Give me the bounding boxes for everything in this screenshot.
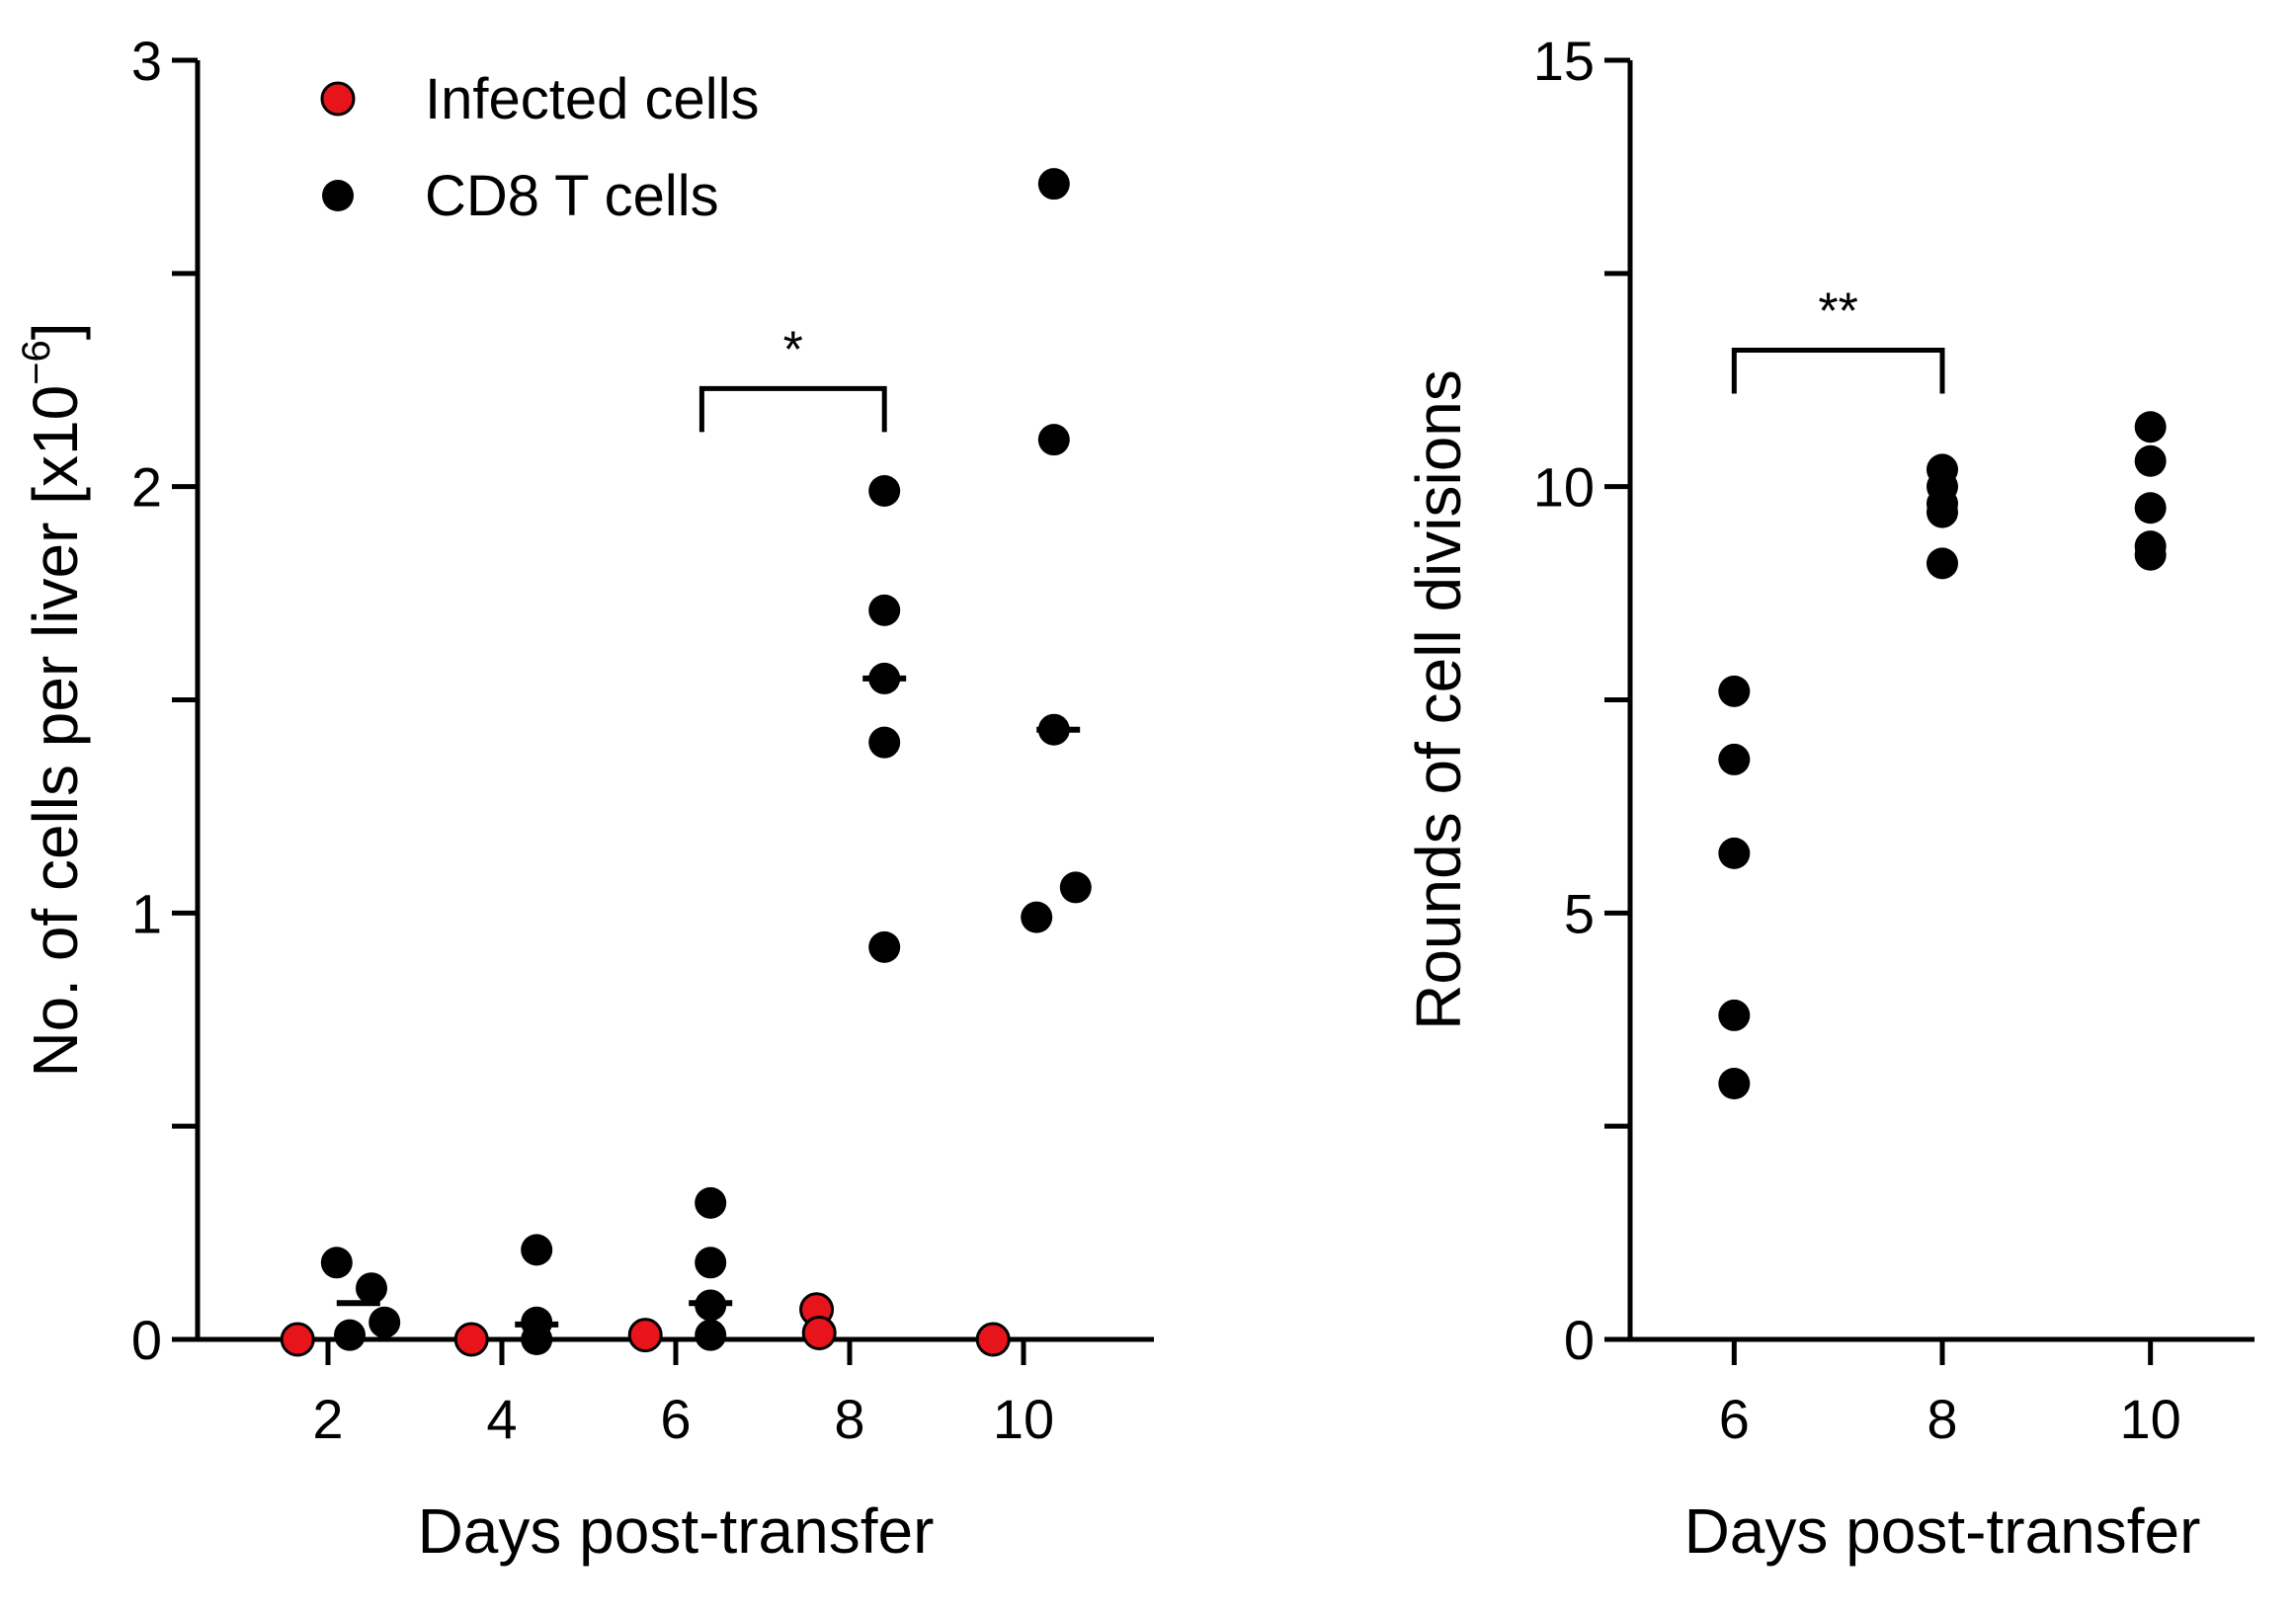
y-axis-title-text: Rounds of cell divisions bbox=[1403, 369, 1474, 1030]
x-tick-label: 10 bbox=[993, 1388, 1054, 1450]
y-tick-label: 0 bbox=[1564, 1309, 1595, 1371]
cd8-t-cells-point bbox=[1927, 496, 1958, 528]
y-axis-title-close: ] bbox=[20, 322, 91, 340]
cd8-t-cells-point bbox=[868, 474, 901, 507]
x-tick-label: 8 bbox=[834, 1388, 864, 1450]
legend-infected-label: Infected cells bbox=[425, 67, 760, 131]
infected-cells-point bbox=[801, 1316, 837, 1351]
infected-cells-point bbox=[627, 1318, 663, 1353]
y-tick-label: 10 bbox=[1533, 456, 1595, 519]
cd8-t-cells-point bbox=[1718, 743, 1751, 775]
significance-label: * bbox=[783, 321, 803, 378]
y-axis-title: No. of cells per liver [x10−6] bbox=[15, 322, 91, 1077]
cd8-t-cells-point bbox=[868, 726, 901, 759]
cd8-t-cells-point bbox=[695, 1186, 727, 1219]
cd8-t-cells-point bbox=[695, 1289, 727, 1322]
cd8-t-cells-point bbox=[356, 1272, 387, 1305]
y-axis-title-exponent: −6 bbox=[15, 340, 58, 385]
y-axis-title: Rounds of cell divisions bbox=[1403, 369, 1474, 1030]
cd8-t-cells-point bbox=[1718, 675, 1751, 707]
cd8-t-cells-point bbox=[369, 1306, 401, 1338]
y-tick-label: 15 bbox=[1533, 30, 1595, 92]
y-tick-label: 2 bbox=[131, 456, 162, 519]
cd8-t-cells-point bbox=[320, 1247, 353, 1279]
cd8-t-cells-point bbox=[868, 594, 901, 626]
x-axis-title: Days post-transfer bbox=[1684, 1495, 2201, 1567]
x-axis-title: Days post-transfer bbox=[418, 1495, 935, 1567]
cd8-t-cells-point bbox=[868, 930, 901, 963]
cd8-t-cells-point bbox=[521, 1324, 553, 1355]
y-tick-label: 5 bbox=[1564, 882, 1595, 944]
cd8-t-cells-point bbox=[334, 1319, 366, 1351]
y-tick-label: 0 bbox=[131, 1309, 162, 1371]
cd8-t-cells-point bbox=[1037, 168, 1070, 201]
y-tick-label: 1 bbox=[131, 882, 162, 944]
cd8-t-cells-point bbox=[2134, 444, 2167, 477]
x-tick-label: 6 bbox=[660, 1388, 691, 1450]
cd8-t-cells-point bbox=[695, 1247, 727, 1279]
cd8-t-cells-point bbox=[2134, 492, 2167, 525]
cd8-t-cells-point bbox=[1927, 547, 1958, 580]
cd8-t-cells-point bbox=[1037, 713, 1070, 746]
cd8-t-cells-point bbox=[1718, 1068, 1751, 1099]
cd8-t-cells-point bbox=[2134, 538, 2167, 571]
cd8-t-cells-point bbox=[1718, 999, 1751, 1031]
x-tick-label: 8 bbox=[1927, 1388, 1957, 1450]
infected-cells-point bbox=[975, 1322, 1011, 1357]
infected-cells-point bbox=[453, 1322, 489, 1357]
cd8-t-cells-point bbox=[1021, 901, 1053, 933]
y-tick-label: 3 bbox=[131, 30, 162, 92]
x-tick-label: 2 bbox=[312, 1388, 343, 1450]
cd8-t-cells-point bbox=[1718, 837, 1751, 869]
cd8-t-cells-point bbox=[868, 662, 901, 694]
significance-bracket bbox=[1731, 348, 1945, 394]
x-tick-label: 4 bbox=[486, 1388, 517, 1450]
significance-bracket bbox=[698, 385, 887, 433]
cd8-t-cells-point bbox=[695, 1319, 727, 1351]
cd8-t-cells-point bbox=[1037, 424, 1070, 456]
legend-cd8-label: CD8 T cells bbox=[425, 164, 719, 228]
cd8-t-cells-point bbox=[2134, 411, 2167, 444]
significance-label: ** bbox=[1818, 283, 1857, 341]
cd8-t-cells-point bbox=[1059, 871, 1092, 904]
y-axis-title-text: No. of cells per liver [x10 bbox=[20, 385, 91, 1078]
cells-per-liver-chart: 0 1 2 3 2 4 6 8 10 Days post-transfer No. of cells… bbox=[15, 30, 1154, 1567]
infected-cells-point bbox=[280, 1322, 315, 1357]
legend-infected-marker bbox=[320, 81, 356, 117]
x-tick-label: 10 bbox=[2120, 1388, 2181, 1450]
x-tick-label: 6 bbox=[1719, 1388, 1750, 1450]
cell-divisions-chart: 0 5 10 15 6 8 10 Days post-transfer Rounds of ce… bbox=[1403, 30, 2255, 1567]
cd8-t-cells-point bbox=[521, 1234, 553, 1266]
legend-cd8-marker bbox=[322, 180, 354, 211]
